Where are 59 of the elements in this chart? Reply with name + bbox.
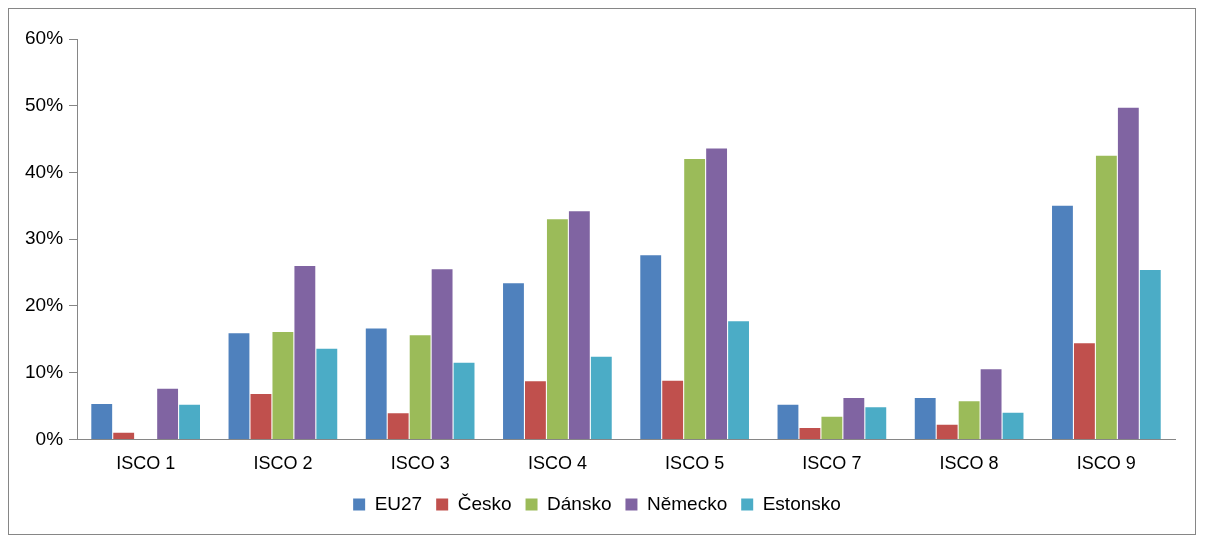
- bar: [640, 255, 662, 439]
- bar: [179, 404, 200, 439]
- bar: [503, 283, 524, 439]
- bar: [590, 356, 612, 439]
- x-tick-label: ISCO 9: [1076, 453, 1136, 474]
- bar: [525, 381, 546, 439]
- bar: [1002, 412, 1024, 439]
- bar: [865, 407, 887, 439]
- y-tick-label: 40%: [25, 160, 64, 182]
- bar: [113, 432, 135, 439]
- bar: [958, 401, 980, 439]
- bar: [1095, 155, 1117, 439]
- x-tick-label: ISCO 7: [802, 453, 862, 474]
- bar: [387, 413, 409, 439]
- bar: [431, 269, 453, 439]
- bar: [1139, 269, 1161, 439]
- bar: [914, 398, 936, 439]
- y-tick-label: 60%: [25, 27, 64, 49]
- x-tick-label: ISCO 4: [527, 453, 587, 474]
- bar: [316, 348, 338, 439]
- bar: [409, 335, 431, 439]
- bar: [799, 428, 821, 439]
- legend-label: Česko: [457, 492, 512, 514]
- bar: [228, 333, 250, 439]
- bar: [91, 404, 113, 439]
- y-tick-label: 20%: [25, 294, 64, 316]
- y-tick-label: 50%: [25, 93, 64, 115]
- bar: [821, 416, 843, 439]
- bar: [272, 331, 294, 439]
- bar: [728, 321, 749, 439]
- x-tick-label: ISCO 3: [390, 453, 450, 474]
- legend-label: Německo: [646, 492, 728, 514]
- x-tick-label: ISCO 2: [253, 453, 313, 474]
- y-tick-label: 0%: [35, 427, 64, 449]
- bar: [1117, 107, 1139, 439]
- bar: [453, 362, 475, 439]
- x-tick-label: ISCO 8: [939, 453, 999, 474]
- bar: [157, 388, 179, 439]
- bar: [684, 159, 706, 439]
- x-tick-label: ISCO 5: [665, 453, 725, 474]
- legend-label: Dánsko: [547, 492, 612, 514]
- bar: [980, 369, 1002, 439]
- bar: [546, 219, 568, 439]
- bar: [294, 265, 316, 439]
- bar: [706, 148, 728, 439]
- bar: [568, 211, 590, 439]
- bar: [1073, 343, 1095, 439]
- bar: [936, 424, 958, 439]
- bar: [662, 380, 684, 439]
- bar: [843, 398, 865, 439]
- bar: [777, 404, 799, 439]
- bar: [1052, 205, 1073, 439]
- bar: [365, 328, 387, 439]
- legend-label: EU27: [374, 492, 423, 514]
- x-tick-label: ISCO 1: [116, 453, 176, 474]
- bar: [250, 394, 272, 439]
- y-tick-label: 10%: [25, 360, 64, 382]
- y-tick-label: 30%: [25, 227, 64, 249]
- legend-label: Estonsko: [762, 492, 841, 514]
